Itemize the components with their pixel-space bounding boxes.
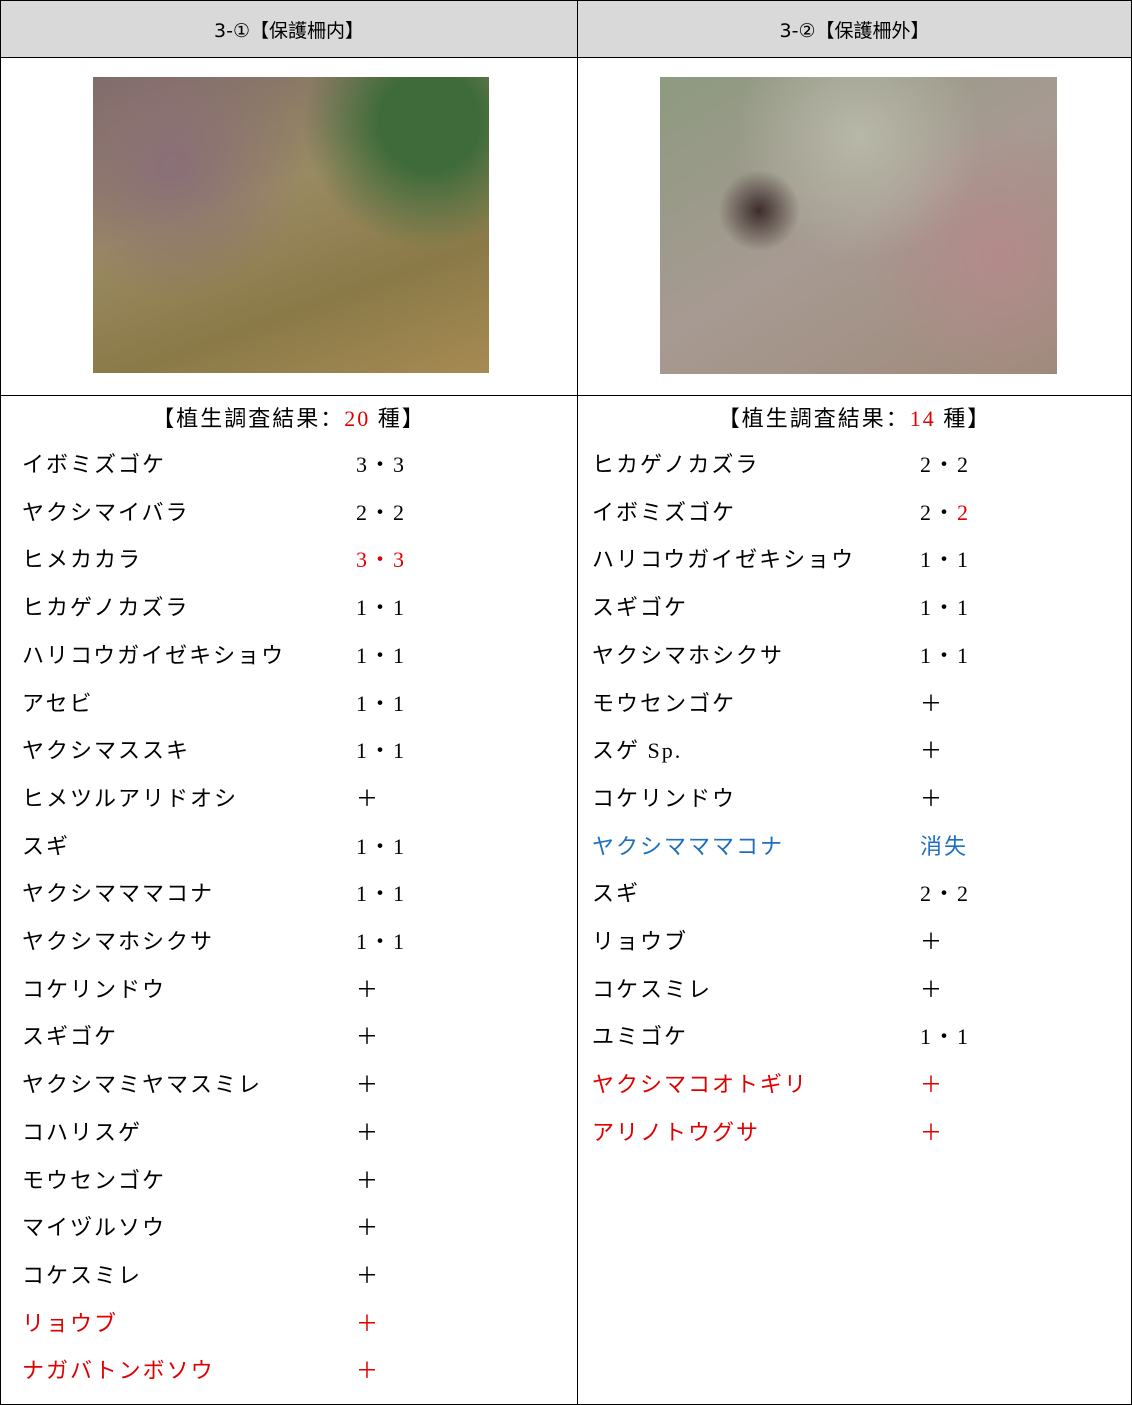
cover-value: ＋ bbox=[356, 1261, 380, 1291]
cover-value: 2・2 bbox=[356, 498, 406, 528]
header-text: 3-②【保護柵外】 bbox=[780, 16, 930, 43]
species-name: ヤクシマコオトギリ bbox=[592, 1070, 808, 1100]
species-name: ハリコウガイゼキショウ bbox=[592, 545, 855, 575]
species-name: スギ bbox=[22, 832, 70, 862]
cover-value: ＋ bbox=[356, 975, 380, 1005]
species-name: ナガバトンボソウ bbox=[22, 1356, 215, 1386]
species-name: ヒメカカラ bbox=[22, 545, 142, 575]
species-name: ヒメツルアリドオシ bbox=[22, 784, 238, 814]
species-name: ヤクシマホシクサ bbox=[592, 641, 784, 671]
species-name: ヒカゲノカズラ bbox=[22, 593, 189, 623]
value-part: 2・ bbox=[920, 500, 957, 525]
species-name: ヤクシマママコナ bbox=[592, 832, 784, 862]
cover-value: ＋ bbox=[920, 975, 944, 1005]
cover-value: 1・1 bbox=[920, 593, 970, 623]
species-name: イボミズゴケ bbox=[22, 450, 166, 480]
cover-value: ＋ bbox=[356, 1213, 380, 1243]
species-name: アセビ bbox=[22, 689, 94, 719]
cover-value: 1・1 bbox=[920, 1022, 970, 1052]
value-part: 2 bbox=[957, 500, 970, 525]
species-name: スギゴケ bbox=[592, 593, 688, 623]
cover-value: ＋ bbox=[920, 736, 944, 766]
cover-value: 2・2 bbox=[920, 879, 970, 909]
page: 3-①【保護柵内】 3-②【保護柵外】 【植生調査結果：20 種】イボミズゴケ3… bbox=[0, 0, 1132, 1399]
species-name: ヤクシマホシクサ bbox=[22, 927, 214, 957]
cover-value: 1・1 bbox=[356, 927, 406, 957]
cover-value: 消失 bbox=[920, 832, 968, 862]
cover-value: 2・2 bbox=[920, 498, 970, 528]
species-name: ヒカゲノカズラ bbox=[592, 450, 759, 480]
result-prefix: 【植生調査結果： bbox=[718, 406, 910, 431]
result-prefix: 【植生調査結果： bbox=[152, 406, 344, 431]
species-name: モウセンゴケ bbox=[22, 1166, 166, 1196]
cover-value: 1・1 bbox=[356, 736, 406, 766]
result-suffix: 種】 bbox=[370, 406, 426, 431]
species-name: ヤクシマミヤマスミレ bbox=[22, 1070, 262, 1100]
result-heading: 【植生調査結果：14 種】 bbox=[577, 404, 1132, 434]
cover-value: ＋ bbox=[920, 1070, 944, 1100]
cover-value: 1・1 bbox=[920, 641, 970, 671]
species-name: コケスミレ bbox=[592, 975, 712, 1005]
species-name: コハリスゲ bbox=[22, 1118, 142, 1148]
species-name: コケリンドウ bbox=[592, 784, 736, 814]
species-name: ヤクシマイバラ bbox=[22, 498, 190, 528]
species-name: スギゴケ bbox=[22, 1022, 118, 1052]
cover-value: ＋ bbox=[356, 1070, 380, 1100]
cover-value: 1・1 bbox=[356, 593, 406, 623]
photo bbox=[93, 77, 489, 373]
species-name: ハリコウガイゼキショウ bbox=[22, 641, 285, 671]
photo bbox=[660, 77, 1057, 374]
result-count: 14 bbox=[910, 406, 936, 431]
species-name: アリノトウグサ bbox=[592, 1118, 760, 1148]
cover-value: 1・1 bbox=[356, 641, 406, 671]
species-name: スギ bbox=[592, 879, 640, 909]
species-name: ユミゴケ bbox=[592, 1022, 688, 1052]
result-heading: 【植生調査結果：20 種】 bbox=[0, 404, 578, 434]
column-header: 3-①【保護柵内】 bbox=[0, 0, 578, 58]
cover-value: 1・1 bbox=[356, 879, 406, 909]
species-name: ヤクシマママコナ bbox=[22, 879, 214, 909]
result-suffix: 種】 bbox=[936, 406, 992, 431]
cover-value: ＋ bbox=[920, 784, 944, 814]
header-text: 3-①【保護柵内】 bbox=[214, 16, 364, 43]
cover-value: ＋ bbox=[356, 784, 380, 814]
species-name: コケリンドウ bbox=[22, 975, 166, 1005]
column-header: 3-②【保護柵外】 bbox=[577, 0, 1132, 58]
cover-value: ＋ bbox=[356, 1166, 380, 1196]
species-name: モウセンゴケ bbox=[592, 689, 736, 719]
species-name: ヤクシマススキ bbox=[22, 736, 190, 766]
cover-value: ＋ bbox=[920, 1118, 944, 1148]
cover-value: 1・1 bbox=[920, 545, 970, 575]
species-name: リョウブ bbox=[592, 927, 688, 957]
species-name: イボミズゴケ bbox=[592, 498, 736, 528]
cover-value: ＋ bbox=[356, 1309, 380, 1339]
species-name: マイヅルソウ bbox=[22, 1213, 166, 1243]
cover-value: ＋ bbox=[356, 1118, 380, 1148]
cover-value: 1・1 bbox=[356, 832, 406, 862]
species-name: コケスミレ bbox=[22, 1261, 142, 1291]
cover-value: 2・2 bbox=[920, 450, 970, 480]
cover-value: ＋ bbox=[356, 1356, 380, 1386]
cover-value: ＋ bbox=[920, 927, 944, 957]
result-count: 20 bbox=[344, 406, 370, 431]
cover-value: 3・3 bbox=[356, 450, 406, 480]
cover-value: 3・3 bbox=[356, 545, 406, 575]
species-name: スゲ Sp. bbox=[592, 736, 682, 766]
cover-value: 1・1 bbox=[356, 689, 406, 719]
cover-value: ＋ bbox=[920, 689, 944, 719]
species-name: リョウブ bbox=[22, 1309, 118, 1339]
cover-value: ＋ bbox=[356, 1022, 380, 1052]
